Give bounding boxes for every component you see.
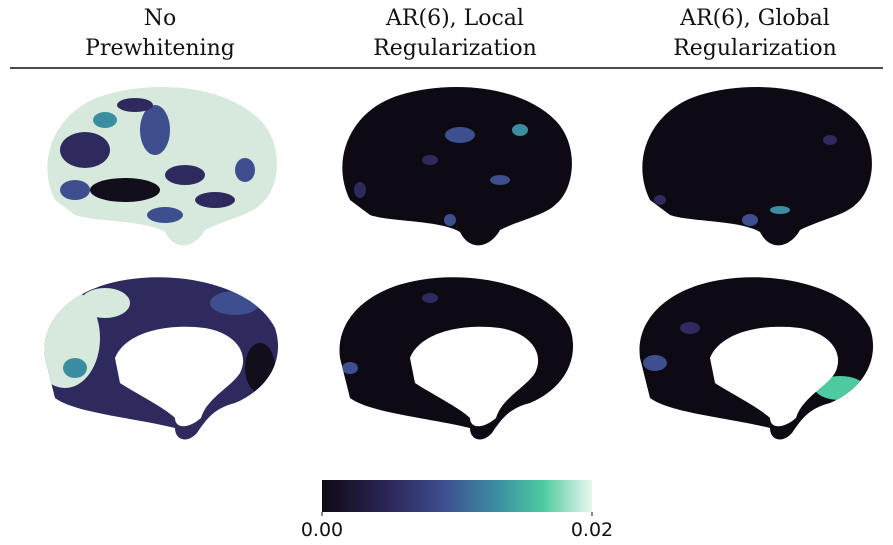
colorbar-tick-label: 0.00	[301, 519, 343, 541]
brain-lateral	[642, 87, 872, 246]
column-title: No	[144, 6, 177, 31]
column-title: Prewhitening	[85, 36, 235, 61]
colorbar-tick-label: 0.02	[571, 519, 613, 541]
brain-medial	[44, 277, 279, 440]
column-title: Regularization	[673, 36, 837, 61]
brain-lateral	[47, 87, 277, 246]
brain-medial	[339, 277, 574, 440]
brain-medial	[639, 277, 874, 440]
colorbar-ticks: 0.00 0.02	[301, 512, 613, 541]
colorbar	[322, 480, 592, 512]
column-headers: No Prewhitening AR(6), Local Regularization…	[85, 6, 837, 61]
column-title: Regularization	[373, 36, 537, 61]
column-title: AR(6), Local	[385, 6, 524, 31]
column-title: AR(6), Global	[679, 6, 830, 31]
brain-lateral	[342, 87, 572, 246]
